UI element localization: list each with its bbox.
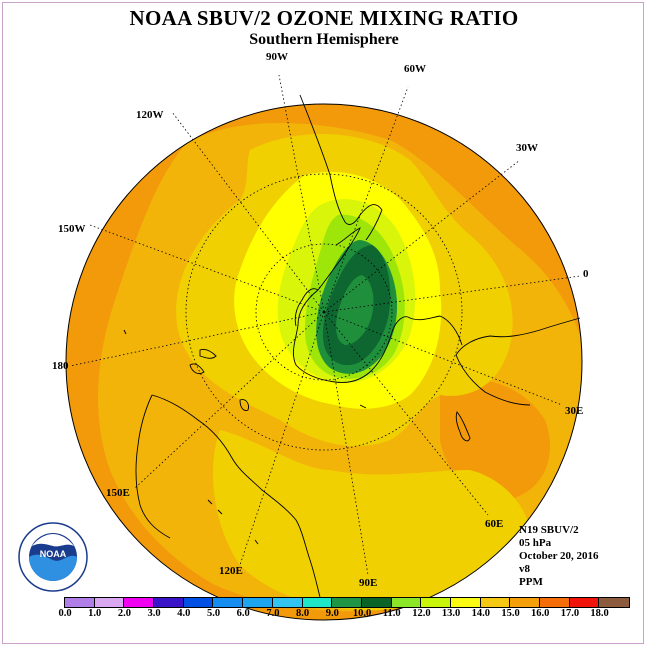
latitude-circles <box>185 173 463 451</box>
meridian-30w <box>323 159 521 313</box>
colorbar-segment <box>65 598 95 607</box>
info-version: v8 <box>519 563 530 575</box>
lon-label-120e: 120E <box>219 565 243 577</box>
colorbar-segment <box>450 598 481 607</box>
meridian-150e <box>134 311 325 489</box>
meridian-120w <box>171 111 325 313</box>
meridian-90e <box>323 311 369 576</box>
map-title: NOAA SBUV/2 OZONE MIXING RATIO <box>129 6 519 30</box>
colorbar-label: 8.0 <box>296 608 310 619</box>
lon-label-60w: 60W <box>404 63 426 75</box>
antarctica-coast-west <box>294 288 319 327</box>
colorbar-segment <box>332 598 362 607</box>
lon-label-90e: 90E <box>359 577 378 589</box>
colorbar-segment <box>480 598 511 607</box>
colorbar-segment <box>540 598 570 607</box>
colorbar-label: 10.0 <box>352 608 372 619</box>
new-zealand <box>189 349 217 375</box>
colorbar-segment <box>272 598 303 607</box>
band-9-10-inner <box>336 275 374 345</box>
colorbar-label: 2.0 <box>117 608 131 619</box>
colorbar-segment <box>361 598 392 607</box>
australia-coast-west <box>135 394 171 539</box>
colorbar-label: 13.0 <box>441 608 461 619</box>
map-subtitle: Southern Hemisphere <box>249 31 399 48</box>
band-15-16-pocket-east <box>440 380 551 500</box>
meridian-0 <box>323 275 581 313</box>
colorbar-label: 1.0 <box>88 608 102 619</box>
colorbar-segment <box>569 598 600 607</box>
meridians <box>69 74 581 576</box>
south-america-coast <box>299 94 383 241</box>
noaa-logo-text: NOAA <box>40 549 67 559</box>
info-level: 05 hPa <box>519 537 552 549</box>
coastlines <box>123 94 581 606</box>
colorbar-segment <box>421 598 451 607</box>
colorbar-segment <box>154 598 184 607</box>
meridian-60w <box>323 86 409 313</box>
colorbar-label: 17.0 <box>560 608 580 619</box>
colorbar-label: 14.0 <box>471 608 490 619</box>
map-boundary <box>65 103 583 621</box>
lon-label-30e: 30E <box>565 405 584 417</box>
colorbar-segment <box>213 598 244 607</box>
meridian-90w <box>278 74 325 313</box>
band-13-14-south <box>212 430 532 611</box>
colorbar <box>64 597 631 608</box>
lon-label-150e: 150E <box>106 487 130 499</box>
colorbar-label: 11.0 <box>382 608 401 619</box>
colorbar-segment <box>510 598 540 607</box>
colorbar-label: 9.0 <box>325 608 339 619</box>
lon-label-180: 180 <box>52 360 69 372</box>
meridian-60e <box>323 311 489 516</box>
antarctica-coast <box>293 289 463 383</box>
colorbar-label: 0.0 <box>58 608 72 619</box>
colorbar-labels: 0.0 1.0 2.0 3.0 4.0 5.0 6.0 7.0 8.0 9.0 10.0 11.0 12… <box>0 608 648 622</box>
info-units: PPM <box>519 576 543 588</box>
colorbar-label: 15.0 <box>501 608 520 619</box>
lon-label-150w: 150W <box>58 223 86 235</box>
australia-coast <box>151 394 323 606</box>
tasmania <box>239 399 249 411</box>
madagascar-coast <box>455 411 471 442</box>
colorbar-label: 18.0 <box>590 608 609 619</box>
colorbar-label: 16.0 <box>531 608 550 619</box>
lon-label-60e: 60E <box>485 518 504 530</box>
info-satellite: N19 SBUV/2 <box>519 524 579 536</box>
africa-coast <box>455 317 581 406</box>
latitude-circle-30s <box>185 173 463 451</box>
info-block: N19 SBUV/2 05 hPa October 20, 2016 v8 PP… <box>519 524 599 589</box>
lon-label-30w: 30W <box>516 142 538 154</box>
colorbar-segment <box>391 598 422 607</box>
meridian-150w <box>89 224 325 313</box>
colorbar-segment <box>124 598 155 607</box>
antarctic-peninsula <box>317 227 361 291</box>
colorbar-segment <box>183 598 214 607</box>
colorbar-label: 5.0 <box>206 608 221 619</box>
lon-label-0: 0 <box>583 268 589 280</box>
noaa-logo: NOAA <box>18 522 88 592</box>
latitude-circle-60s <box>255 243 393 381</box>
meridian-180 <box>69 311 325 367</box>
colorbar-label: 12.0 <box>412 608 431 619</box>
meridian-120e <box>239 311 325 566</box>
islands <box>123 329 367 545</box>
info-date: October 20, 2016 <box>519 550 599 562</box>
meridian-30e <box>323 311 563 406</box>
colorbar-label: 3.0 <box>147 608 161 619</box>
colorbar-label: 4.0 <box>177 608 191 619</box>
colorbar-segment <box>94 598 125 607</box>
colorbar-segment <box>302 598 333 607</box>
colorbar-segment <box>243 598 273 607</box>
colorbar-label: 6.0 <box>236 608 250 619</box>
lon-label-120w: 120W <box>136 109 164 121</box>
colorbar-label: 7.0 <box>266 608 280 619</box>
colorbar-segment <box>599 598 630 607</box>
lon-label-90w: 90W <box>266 51 288 63</box>
